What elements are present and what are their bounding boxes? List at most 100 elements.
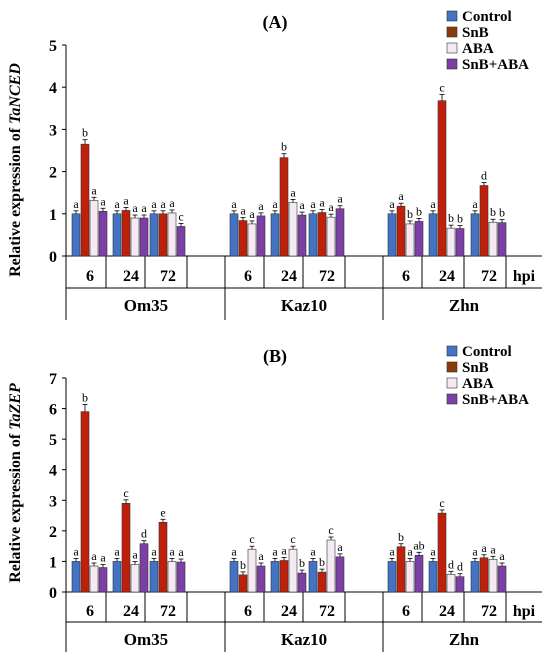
significance-letter: a [430, 197, 436, 211]
bar [167, 212, 177, 257]
significance-letter: c [328, 523, 333, 537]
bar [256, 215, 266, 257]
bar [158, 213, 168, 257]
bar [288, 202, 298, 257]
bar [317, 212, 327, 257]
bar [428, 561, 438, 593]
significance-letter: a [132, 201, 138, 215]
bar [470, 213, 480, 257]
bar [288, 548, 298, 593]
bar [308, 561, 318, 593]
bar [405, 561, 415, 593]
bar [414, 555, 424, 593]
group-label: Om35 [124, 296, 168, 315]
x-tick-label: 72 [160, 603, 176, 620]
bar [396, 546, 406, 593]
significance-letter: a [389, 544, 395, 558]
significance-letter: b [299, 556, 305, 570]
bar [247, 548, 257, 593]
x-tick-label: 6 [86, 603, 94, 620]
significance-letter: a [258, 549, 264, 563]
significance-letter: d [448, 557, 454, 571]
bar [428, 213, 438, 257]
bar [446, 227, 456, 257]
x-tick-label: 6 [244, 268, 252, 285]
x-unit-label: hpi [513, 603, 536, 620]
bar [167, 561, 177, 593]
significance-letter: a [272, 544, 278, 558]
bar [247, 223, 257, 257]
bar [112, 561, 122, 593]
legend-swatch [446, 377, 458, 389]
bar [149, 213, 159, 257]
significance-letter: a [240, 204, 246, 218]
bar [229, 561, 239, 593]
significance-letter: a [272, 197, 278, 211]
significance-letter: a [73, 544, 79, 558]
significance-letter: ab [413, 538, 424, 552]
significance-letter: a [407, 544, 413, 558]
significance-letter: b [448, 211, 454, 225]
significance-letter: a [132, 547, 138, 561]
bar [414, 221, 424, 257]
bar [121, 210, 131, 257]
y-tick-label: 2 [49, 524, 57, 541]
bar [176, 561, 186, 593]
significance-letter: c [290, 532, 295, 546]
legend-swatch [446, 345, 458, 357]
bar [279, 560, 289, 593]
x-tick-label: 6 [402, 603, 410, 620]
bar [446, 573, 456, 593]
x-tick-label: 24 [439, 603, 455, 620]
bar [238, 574, 248, 593]
significance-letter: b [281, 140, 287, 154]
bar [80, 143, 90, 257]
y-tick-label: 0 [49, 585, 57, 602]
x-tick-label: 6 [86, 268, 94, 285]
bar [130, 217, 140, 257]
x-tick-label: 72 [481, 603, 497, 620]
bar [326, 216, 336, 257]
x-unit-label: hpi [513, 268, 536, 285]
y-axis-label-prefix: Relative expression of [7, 430, 24, 583]
significance-letter: a [169, 196, 175, 210]
significance-letter: b [499, 206, 505, 220]
bar [89, 199, 99, 257]
legend-swatch [446, 393, 458, 405]
significance-letter: b [457, 212, 463, 226]
x-tick-label: 72 [160, 268, 176, 285]
x-tick-label: 72 [319, 268, 335, 285]
bar [256, 565, 266, 593]
y-tick-label: 0 [49, 249, 57, 266]
legend-label: ABA [462, 376, 494, 392]
y-tick-label: 4 [49, 463, 57, 480]
significance-letter: a [249, 207, 255, 221]
bar [176, 226, 186, 257]
y-tick-label: 2 [49, 165, 57, 182]
significance-letter: a [337, 540, 343, 554]
bar [98, 210, 108, 257]
significance-letter: a [258, 199, 264, 213]
significance-letter: a [73, 197, 79, 211]
significance-letter: a [114, 544, 120, 558]
bar [80, 411, 90, 593]
significance-letter: a [481, 541, 487, 555]
significance-letter: a [91, 549, 97, 563]
y-tick-label: 6 [49, 402, 57, 419]
x-tick-label: 72 [319, 603, 335, 620]
bar [121, 503, 131, 593]
significance-letter: a [310, 544, 316, 558]
legend-label: Control [462, 344, 512, 360]
bar [317, 571, 327, 593]
significance-letter: a [430, 544, 436, 558]
chart-title: (A) [263, 12, 288, 33]
x-tick-label: 24 [439, 268, 455, 285]
x-tick-label: 24 [123, 603, 139, 620]
panel-a: (A) Relative expression of TaNCED 0 1 2 3 4 5 hp… [7, 9, 542, 320]
y-axis-label-gene: TaNCED [7, 63, 24, 124]
legend-label: Control [462, 9, 512, 25]
bar [229, 213, 239, 257]
legend-label: SnB+ABA [462, 392, 529, 408]
significance-letter: c [439, 80, 444, 94]
